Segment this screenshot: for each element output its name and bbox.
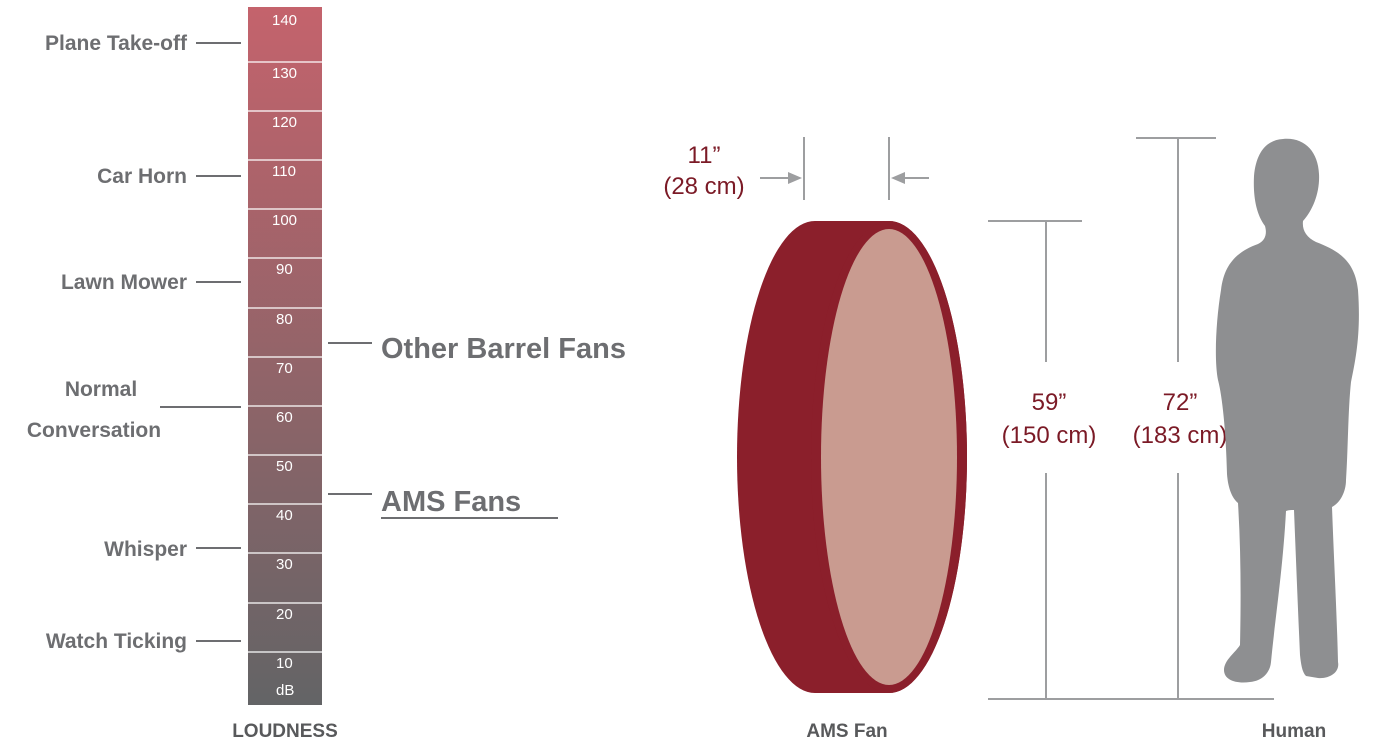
loudness-dividers xyxy=(248,61,322,653)
ams-fans-label: AMS Fans xyxy=(381,486,521,518)
example-lawn-mower: Lawn Mower xyxy=(61,271,187,294)
example-whisper: Whisper xyxy=(104,538,187,561)
tick-label: 10 xyxy=(276,655,293,672)
fan-height-cm: (150 cm) xyxy=(1002,422,1097,449)
tick-label: 110 xyxy=(272,163,296,180)
example-normal-conversation-line1: Normal xyxy=(65,378,137,401)
tick-label: 90 xyxy=(276,261,293,278)
height-dimensions xyxy=(988,137,1274,700)
loudness-bar xyxy=(248,7,322,705)
fan-height-inches: 59” xyxy=(1032,389,1067,416)
ams-fan-illustration: AMS Fan xyxy=(737,221,967,742)
loudness-scale: 140 130 120 110 100 90 80 70 60 50 40 30… xyxy=(27,7,626,742)
tick-label: 120 xyxy=(272,114,297,131)
unit-label: dB xyxy=(276,682,294,699)
human-height-inches: 72” xyxy=(1163,389,1198,416)
human-silhouette-icon: Human xyxy=(1215,138,1359,742)
example-car-horn: Car Horn xyxy=(97,165,187,188)
fan-depth-cm: (28 cm) xyxy=(663,173,744,200)
ams-fan-caption: AMS Fan xyxy=(806,721,887,742)
example-watch-ticking: Watch Ticking xyxy=(46,630,187,653)
human-height-cm: (183 cm) xyxy=(1133,422,1228,449)
tick-label: 130 xyxy=(272,65,297,82)
tick-label: 100 xyxy=(272,212,297,229)
tick-label: 80 xyxy=(276,311,293,328)
fan-depth-dimension: 11” (28 cm) xyxy=(663,137,929,200)
example-leaders xyxy=(160,42,372,642)
other-barrel-fans-label: Other Barrel Fans xyxy=(381,333,626,365)
tick-label: 70 xyxy=(276,360,293,377)
example-normal-conversation-line2: Conversation xyxy=(27,419,161,442)
example-plane-takeoff: Plane Take-off xyxy=(45,32,188,55)
tick-label: 40 xyxy=(276,507,293,524)
tick-label: 50 xyxy=(276,458,293,475)
tick-label: 140 xyxy=(272,12,297,29)
fan-depth-inches: 11” xyxy=(688,142,721,169)
tick-label: 20 xyxy=(276,606,293,623)
tick-label: 60 xyxy=(276,409,293,426)
human-caption: Human xyxy=(1262,721,1326,742)
loudness-title: LOUDNESS xyxy=(232,721,338,742)
tick-label: 30 xyxy=(276,556,293,573)
